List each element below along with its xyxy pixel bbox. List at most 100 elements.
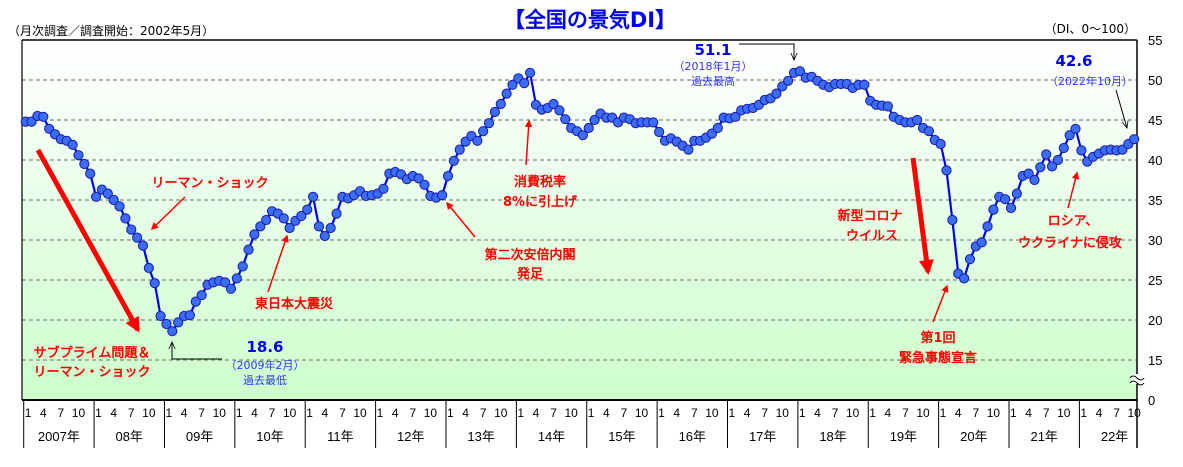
data-point bbox=[771, 88, 782, 99]
x-month-tick-label: 10 bbox=[705, 406, 719, 420]
annotation-tax-line2: 8%に引上げ bbox=[503, 194, 578, 210]
data-point bbox=[859, 79, 870, 90]
y-tick-label: 45 bbox=[1148, 113, 1162, 128]
x-month-tick-label: 1 bbox=[306, 406, 313, 420]
data-point bbox=[501, 88, 512, 99]
x-year-label: 08年 bbox=[116, 429, 143, 444]
data-point bbox=[278, 213, 289, 224]
chart-subtitle: （月次調査／調査開始：2002年5月） bbox=[8, 24, 214, 38]
data-point bbox=[1058, 142, 1069, 154]
data-point bbox=[161, 318, 172, 330]
high-value-label: 51.1 bbox=[694, 41, 731, 59]
data-point bbox=[67, 139, 78, 150]
x-month-tick-label: 7 bbox=[691, 406, 698, 420]
x-year-label: 19年 bbox=[890, 429, 917, 444]
data-point bbox=[120, 213, 131, 224]
data-point bbox=[149, 278, 160, 289]
tax-arrow bbox=[524, 119, 533, 166]
x-year-label: 20年 bbox=[960, 429, 987, 444]
data-point bbox=[935, 138, 946, 150]
x-month-tick-label: 1 bbox=[658, 406, 665, 420]
y-tick-label: 20 bbox=[1148, 313, 1162, 328]
data-point bbox=[478, 126, 489, 137]
low-value-label: 18.6 bbox=[246, 338, 283, 356]
corona-arrow bbox=[910, 157, 934, 275]
data-point bbox=[912, 114, 923, 126]
x-month-tick-label: 7 bbox=[621, 406, 628, 420]
annotation-corona-line1: 新型コロナ bbox=[837, 208, 902, 224]
x-month-tick-label: 4 bbox=[533, 406, 540, 420]
data-point bbox=[1005, 202, 1017, 214]
data-point bbox=[1076, 145, 1087, 156]
data-point bbox=[519, 78, 530, 89]
annotation-corona-line2: ウイルス bbox=[846, 229, 898, 244]
y-tick-label: 15 bbox=[1148, 353, 1162, 368]
data-point bbox=[454, 144, 465, 155]
x-year-label: 14年 bbox=[538, 429, 565, 444]
data-point bbox=[1129, 134, 1140, 145]
data-point bbox=[220, 277, 231, 288]
data-point bbox=[284, 222, 295, 234]
x-month-tick-label: 10 bbox=[564, 406, 578, 420]
data-point bbox=[1064, 130, 1075, 141]
plot-background bbox=[22, 40, 1137, 400]
data-point bbox=[413, 173, 424, 184]
data-point bbox=[959, 273, 970, 284]
y-axis-tick-labels: 55 50 45 40 35 30 25 20 15 0 bbox=[1148, 33, 1162, 408]
data-point bbox=[507, 79, 518, 90]
data-point bbox=[378, 183, 389, 194]
y-tick-label: 25 bbox=[1148, 273, 1162, 288]
data-point bbox=[730, 111, 741, 122]
axis-break-mask bbox=[1131, 374, 1143, 384]
x-month-tick-label: 4 bbox=[1096, 406, 1103, 420]
di-series bbox=[20, 66, 1140, 337]
data-point bbox=[237, 261, 248, 272]
x-month-tick-label: 10 bbox=[72, 406, 86, 420]
latest-pointer-arrow bbox=[1115, 89, 1127, 128]
data-point bbox=[783, 75, 794, 86]
data-point bbox=[255, 221, 266, 232]
data-point bbox=[577, 130, 588, 141]
annotation-lehman: リーマン・ショック bbox=[151, 176, 268, 191]
x-month-tick-label: 10 bbox=[283, 406, 297, 420]
x-month-tick-label: 4 bbox=[955, 406, 962, 420]
data-point bbox=[448, 155, 459, 166]
data-point bbox=[941, 165, 952, 176]
data-point bbox=[261, 214, 272, 226]
data-point bbox=[554, 105, 565, 116]
data-point bbox=[495, 98, 506, 110]
data-point bbox=[1070, 123, 1081, 134]
x-month-tick-label: 1 bbox=[940, 406, 947, 420]
x-month-tick-label: 7 bbox=[761, 406, 768, 420]
x-month-tick-label: 1 bbox=[165, 406, 172, 420]
x-month-tick-label: 4 bbox=[1025, 406, 1032, 420]
x-month-tick-label: 4 bbox=[110, 406, 117, 420]
data-point bbox=[231, 273, 242, 284]
data-point bbox=[988, 204, 999, 215]
x-month-tick-label: 7 bbox=[128, 406, 135, 420]
x-year-label: 10年 bbox=[256, 429, 283, 444]
x-month-tick-label: 10 bbox=[1057, 406, 1071, 420]
annotation-abe-line2: 発足 bbox=[516, 266, 544, 282]
x-month-tick-label: 1 bbox=[1010, 406, 1017, 420]
x-month-tick-label: 1 bbox=[95, 406, 102, 420]
data-point bbox=[38, 111, 49, 122]
data-point bbox=[1035, 162, 1046, 173]
x-month-tick-label: 7 bbox=[198, 406, 205, 420]
data-point bbox=[249, 229, 260, 240]
data-point bbox=[1029, 174, 1040, 186]
data-point bbox=[683, 144, 694, 155]
x-year-label: 12年 bbox=[397, 429, 424, 444]
x-month-tick-label: 1 bbox=[377, 406, 384, 420]
x-year-label: 09年 bbox=[186, 429, 213, 444]
x-month-tick-label: 10 bbox=[635, 406, 649, 420]
data-point bbox=[489, 106, 500, 118]
y-tick-label: 0 bbox=[1148, 393, 1155, 408]
latest-date-label: （2022年10月） bbox=[1047, 74, 1133, 88]
x-month-tick-label: 1 bbox=[799, 406, 806, 420]
data-point bbox=[155, 310, 166, 322]
annotation-earthquake: 東日本大震災 bbox=[255, 296, 334, 312]
x-month-tick-label: 7 bbox=[339, 406, 346, 420]
x-month-tick-label: 1 bbox=[869, 406, 876, 420]
x-month-tick-label: 4 bbox=[321, 406, 328, 420]
